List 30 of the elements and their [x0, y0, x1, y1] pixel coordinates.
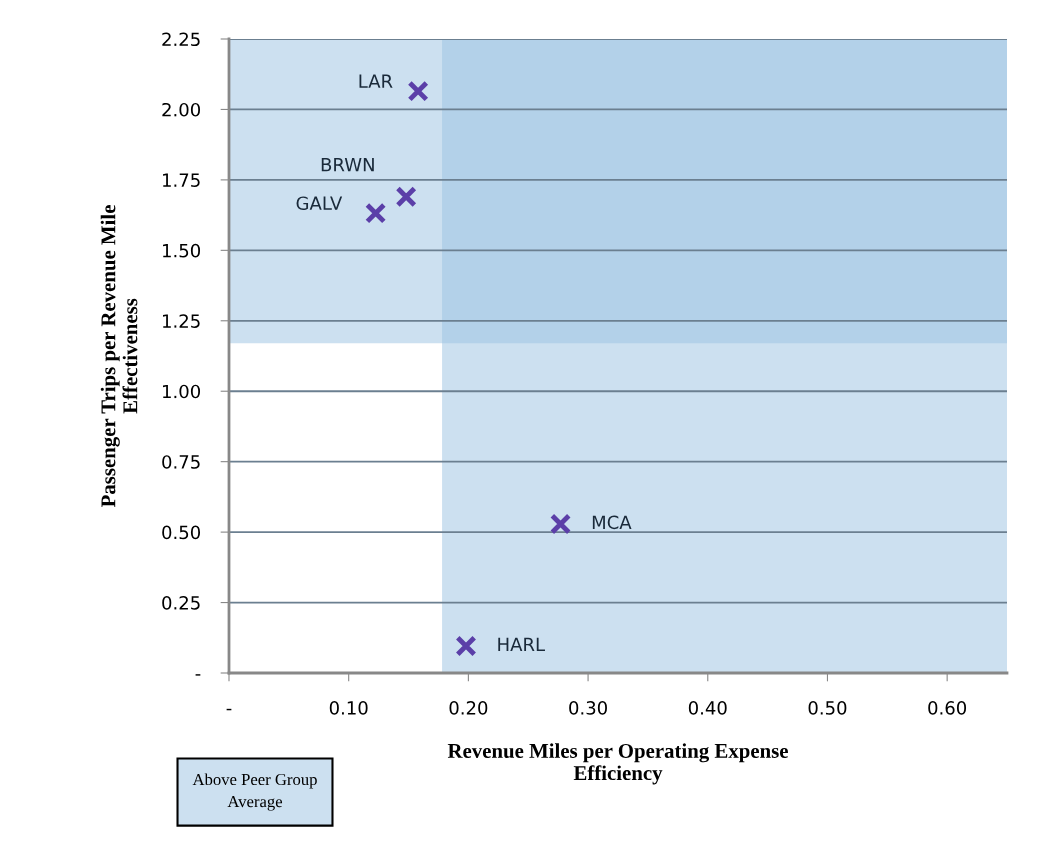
- point: [549, 513, 572, 535]
- x-axis-title: Revenue Miles per Operating Expense Efficiency: [447, 743, 788, 785]
- x-tick-label: -: [226, 708, 232, 711]
- point: [364, 202, 387, 224]
- x-tick-label: 0.50: [808, 701, 847, 715]
- point: [395, 186, 417, 208]
- x-tick-label: 0.20: [449, 701, 488, 715]
- y-tick-label: 2.25: [162, 32, 200, 47]
- annotation: GALV: [296, 196, 343, 211]
- annotation: MCA: [592, 515, 632, 530]
- annotation: LAR: [359, 74, 393, 88]
- point: [455, 635, 477, 657]
- y-tick-label: 1.50: [163, 243, 201, 258]
- y-tick-label: 0.50: [162, 525, 201, 540]
- y-axis-title: Passenger Trips per Revenue Mile Effectiveness: [100, 205, 138, 508]
- annotation: BRWN: [321, 158, 374, 172]
- y-tick-label: 2.00: [162, 102, 201, 117]
- y-tick-label: -: [195, 674, 201, 676]
- x-tick-label: 0.40: [688, 701, 727, 715]
- y-tick-label: 1.00: [163, 384, 201, 399]
- x-tick-label: 0.60: [928, 701, 967, 715]
- point: [407, 80, 429, 102]
- y-tick-label: 1.75: [163, 173, 200, 188]
- annotation: HARL: [498, 637, 545, 651]
- y-tick-label: 0.25: [162, 596, 200, 610]
- y-tick-label: 0.75: [162, 455, 200, 469]
- y-tick-label: 1.25: [163, 314, 200, 328]
- x-tick-label: 0.10: [329, 701, 368, 715]
- x-tick-label: 0.30: [569, 701, 607, 715]
- text: Above Peer Group Average: [192, 773, 317, 811]
